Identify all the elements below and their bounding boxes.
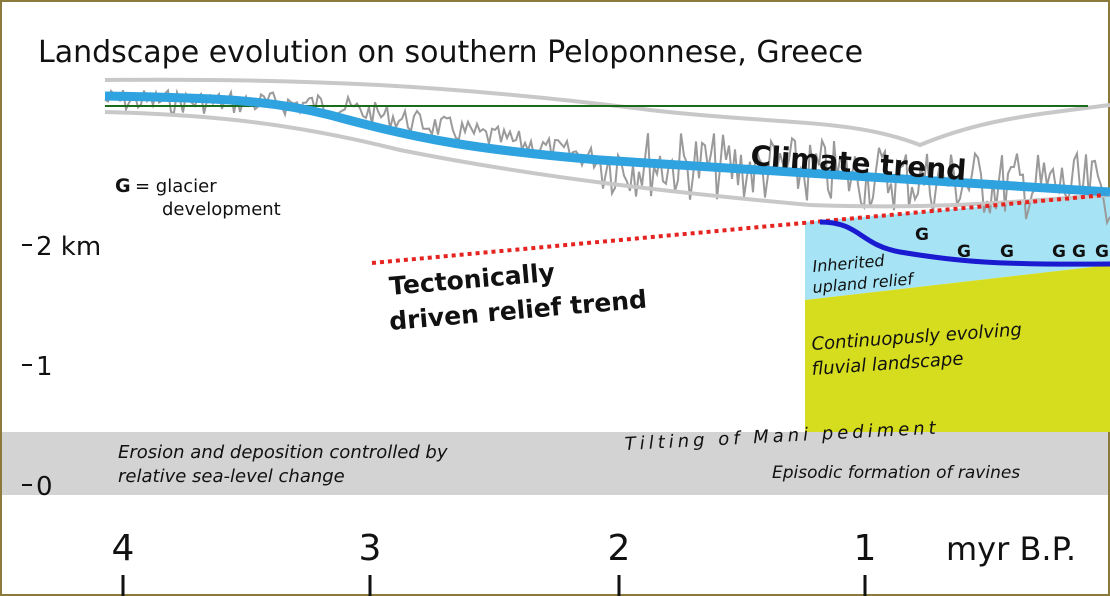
signal-path xyxy=(104,88,1110,226)
ravines-label: Episodic formation of ravines xyxy=(772,463,1020,483)
x-unit: myr B.P. xyxy=(946,530,1076,568)
envelope-lower xyxy=(104,110,1110,209)
glacier-marker: G xyxy=(1000,242,1014,262)
y-label: 0 xyxy=(36,472,53,502)
envelope-upper xyxy=(104,77,1110,148)
relief-trend-line xyxy=(371,193,1106,265)
x-label: 3 xyxy=(359,528,382,569)
erosion-label: Erosion and deposition controlled by xyxy=(118,442,448,463)
climate-signal xyxy=(104,88,1110,226)
legend-text: = glacier xyxy=(135,176,217,197)
glacier-marker: G xyxy=(915,225,929,245)
x-label: 4 xyxy=(112,528,135,569)
glacier-marker: G xyxy=(1095,242,1109,262)
upland-line xyxy=(819,219,1110,267)
legend-text: development xyxy=(162,199,281,220)
title: Landscape evolution on southern Peloponn… xyxy=(38,35,863,70)
glacier-marker: G xyxy=(1052,242,1066,262)
climate-trend-line xyxy=(104,91,1110,197)
glacier-marker: G xyxy=(1072,242,1086,262)
fluvial-region xyxy=(805,265,1110,432)
x-label: 2 xyxy=(608,528,631,569)
glacier-marker: G xyxy=(957,242,971,262)
y-label: 2 km xyxy=(36,232,101,262)
legend-symbol: G xyxy=(115,175,131,197)
erosion-label: relative sea-level change xyxy=(118,466,345,487)
x-label: 1 xyxy=(854,528,877,569)
y-label: 1 xyxy=(36,352,53,382)
sea-level-band xyxy=(2,432,1108,495)
